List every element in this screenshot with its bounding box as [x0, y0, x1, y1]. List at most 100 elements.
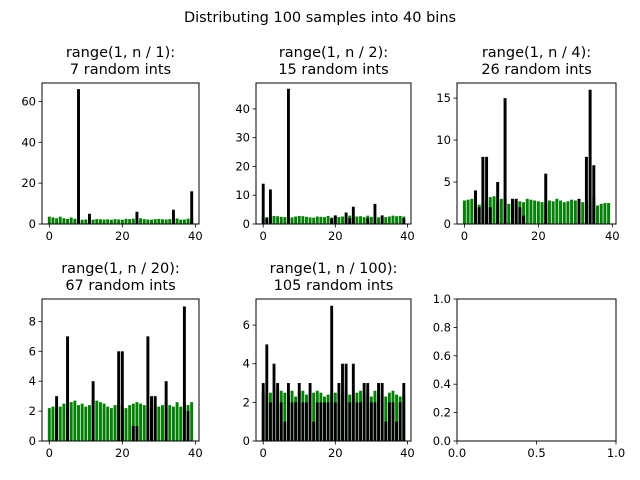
bar-observed-28	[150, 396, 153, 441]
bar-expected-25	[139, 403, 143, 441]
bar-expected-34	[171, 406, 175, 441]
bar-expected-35	[387, 216, 391, 224]
bar-expected-33	[168, 219, 172, 224]
bar-observed-6	[485, 156, 489, 224]
bar-expected-27	[359, 216, 362, 224]
bar-expected-31	[161, 405, 164, 441]
bar-expected-29	[570, 199, 574, 224]
bar-observed-19	[117, 351, 121, 441]
bar-observed-19	[330, 218, 334, 224]
bar-observed-3	[474, 190, 477, 224]
bar-expected-37	[395, 216, 399, 224]
bar-observed-3	[272, 363, 276, 441]
bar-expected-19	[533, 200, 537, 224]
bar-expected-31	[161, 219, 164, 224]
bar-observed-24	[348, 402, 352, 441]
x-tick-label: 40	[400, 446, 415, 460]
bar-expected-3	[58, 406, 62, 441]
x-tick-label: 20	[115, 229, 130, 243]
bar-observed-8	[290, 402, 294, 441]
x-tick-label: 40	[188, 446, 203, 460]
bar-expected-27	[562, 202, 566, 224]
bar-expected-13	[95, 400, 99, 441]
bar-expected-34	[384, 217, 388, 224]
bar-observed-8	[77, 89, 80, 224]
bar-expected-11	[88, 405, 91, 441]
bar-observed-31	[373, 402, 377, 441]
bar-observed-24	[348, 218, 352, 224]
subplot-title-line2: 7 random ints	[70, 62, 171, 78]
x-tick-label: 0.5	[527, 446, 545, 460]
subplot-title-line1: range(1, n / 2):	[279, 45, 388, 61]
bar-observed-11	[301, 402, 305, 441]
bar-expected-5	[279, 216, 283, 224]
y-tick-label: 4	[29, 374, 36, 388]
bar-observed-2	[268, 402, 272, 441]
y-tick-label: 40	[235, 102, 250, 116]
bar-expected-12	[305, 216, 308, 224]
bar-observed-22	[544, 173, 548, 224]
x-tick-label: 0	[260, 229, 267, 243]
bar-observed-11	[88, 213, 91, 224]
bar-expected-37	[395, 394, 399, 441]
subplot-title-line2: 105 random ints	[274, 278, 394, 294]
subplot-title-line1: range(1, n / 20):	[61, 261, 180, 277]
bar-observed-0	[261, 383, 265, 441]
bar-expected-32	[377, 217, 380, 224]
bar-expected-22	[128, 405, 132, 441]
bar-expected-6	[69, 402, 73, 441]
y-tick-label: 0	[243, 217, 250, 231]
bar-expected-30	[573, 200, 577, 224]
y-tick-label: 2	[243, 395, 250, 409]
bar-observed-2	[268, 189, 272, 224]
bar-expected-8	[492, 196, 496, 224]
y-tick-label: 0.8	[433, 320, 451, 334]
bar-expected-37	[182, 219, 186, 224]
bar-expected-17	[109, 408, 113, 441]
bar-observed-16	[522, 215, 526, 224]
bar-observed-7	[287, 383, 290, 441]
bar-expected-25	[555, 198, 559, 224]
bar-observed-29	[366, 383, 370, 441]
y-tick-label: 0.4	[433, 377, 451, 391]
y-tick-label: 0.2	[433, 406, 451, 420]
bar-expected-30	[369, 216, 373, 224]
bar-observed-18	[326, 402, 330, 441]
bar-observed-14	[514, 198, 518, 224]
bar-expected-25	[139, 218, 143, 224]
subplot-6: 0.0 0.5 1.0 0.0 0.2 0.4 0.6 0.8 1.0	[433, 292, 625, 460]
bar-observed-7	[287, 88, 290, 224]
x-tick-label: 0	[46, 229, 53, 243]
bar-observed-12	[91, 381, 95, 441]
bar-expected-22	[341, 216, 344, 224]
bar-observed-25	[351, 206, 355, 224]
bar-expected-26	[559, 200, 563, 224]
bar-expected-8	[290, 217, 294, 224]
bar-observed-33	[584, 156, 588, 224]
bar-observed-35	[387, 402, 391, 441]
axes-frame	[255, 82, 412, 225]
bar-expected-10	[84, 219, 88, 224]
bar-expected-38	[603, 203, 607, 224]
subplot-title-line1: range(1, n / 100):	[270, 261, 398, 277]
subplot-title-line2: 26 random ints	[481, 62, 591, 78]
bar-observed-13	[308, 383, 312, 441]
bar-expected-32	[581, 202, 585, 224]
bar-expected-15	[102, 219, 106, 224]
bar-observed-24	[135, 426, 139, 441]
subplot-title-line1: range(1, n / 4):	[482, 45, 591, 61]
x-tick-label: 40	[188, 229, 203, 243]
subplot-3: 0 20 40 0 5 10 15 range(1, n / 4):26 random int…	[436, 45, 619, 243]
y-tick-label: 0	[444, 217, 451, 231]
bar-expected-17	[109, 219, 113, 224]
bar-expected-0	[462, 200, 466, 224]
bar-observed-1	[265, 218, 269, 224]
x-tick-label: 40	[400, 229, 415, 243]
subplot-1: 0 20 40 0 20 40 60 range(1, n / 1):7 random int…	[21, 45, 202, 243]
bar-expected-37	[599, 203, 603, 224]
bar-expected-38	[186, 218, 190, 224]
y-tick-label: 0.0	[433, 434, 451, 448]
bar-expected-4	[62, 218, 66, 224]
